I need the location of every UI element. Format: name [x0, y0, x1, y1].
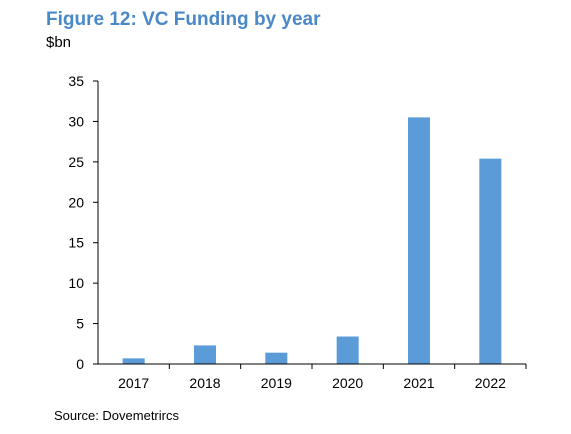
bar-2020: [336, 336, 359, 364]
y-tick-label: 5: [76, 316, 84, 332]
y-axis-unit-label: $bn: [46, 34, 72, 51]
figure-title: Figure 12: VC Funding by year: [46, 9, 321, 30]
bar-2018: [194, 345, 216, 364]
y-tick-label: 0: [76, 356, 84, 372]
y-tick-label: 25: [68, 154, 84, 170]
y-axis: 0 5 10 15 20 25 30 35: [68, 73, 99, 372]
y-tick-label: 15: [68, 235, 84, 251]
y-tick-label: 10: [68, 275, 84, 291]
bar-2022: [479, 158, 502, 364]
x-tick-label: 2022: [475, 375, 506, 391]
bar-series: [122, 117, 502, 364]
bar-2021: [408, 117, 430, 364]
x-tick-label: 2019: [261, 375, 292, 391]
x-tick-label: 2020: [332, 375, 363, 391]
bar-2019: [265, 352, 288, 364]
x-axis: 2017 2018 2019 2020 2021 2022: [98, 363, 527, 391]
y-tick-label: 30: [68, 113, 84, 129]
bar-2017: [122, 358, 145, 364]
source-note: Source: Dovemetrircs: [54, 408, 179, 423]
y-tick-label: 20: [68, 194, 84, 210]
y-tick-label: 35: [68, 73, 84, 89]
x-tick-label: 2018: [189, 375, 220, 391]
x-tick-label: 2021: [403, 375, 434, 391]
x-tick-label: 2017: [118, 375, 149, 391]
